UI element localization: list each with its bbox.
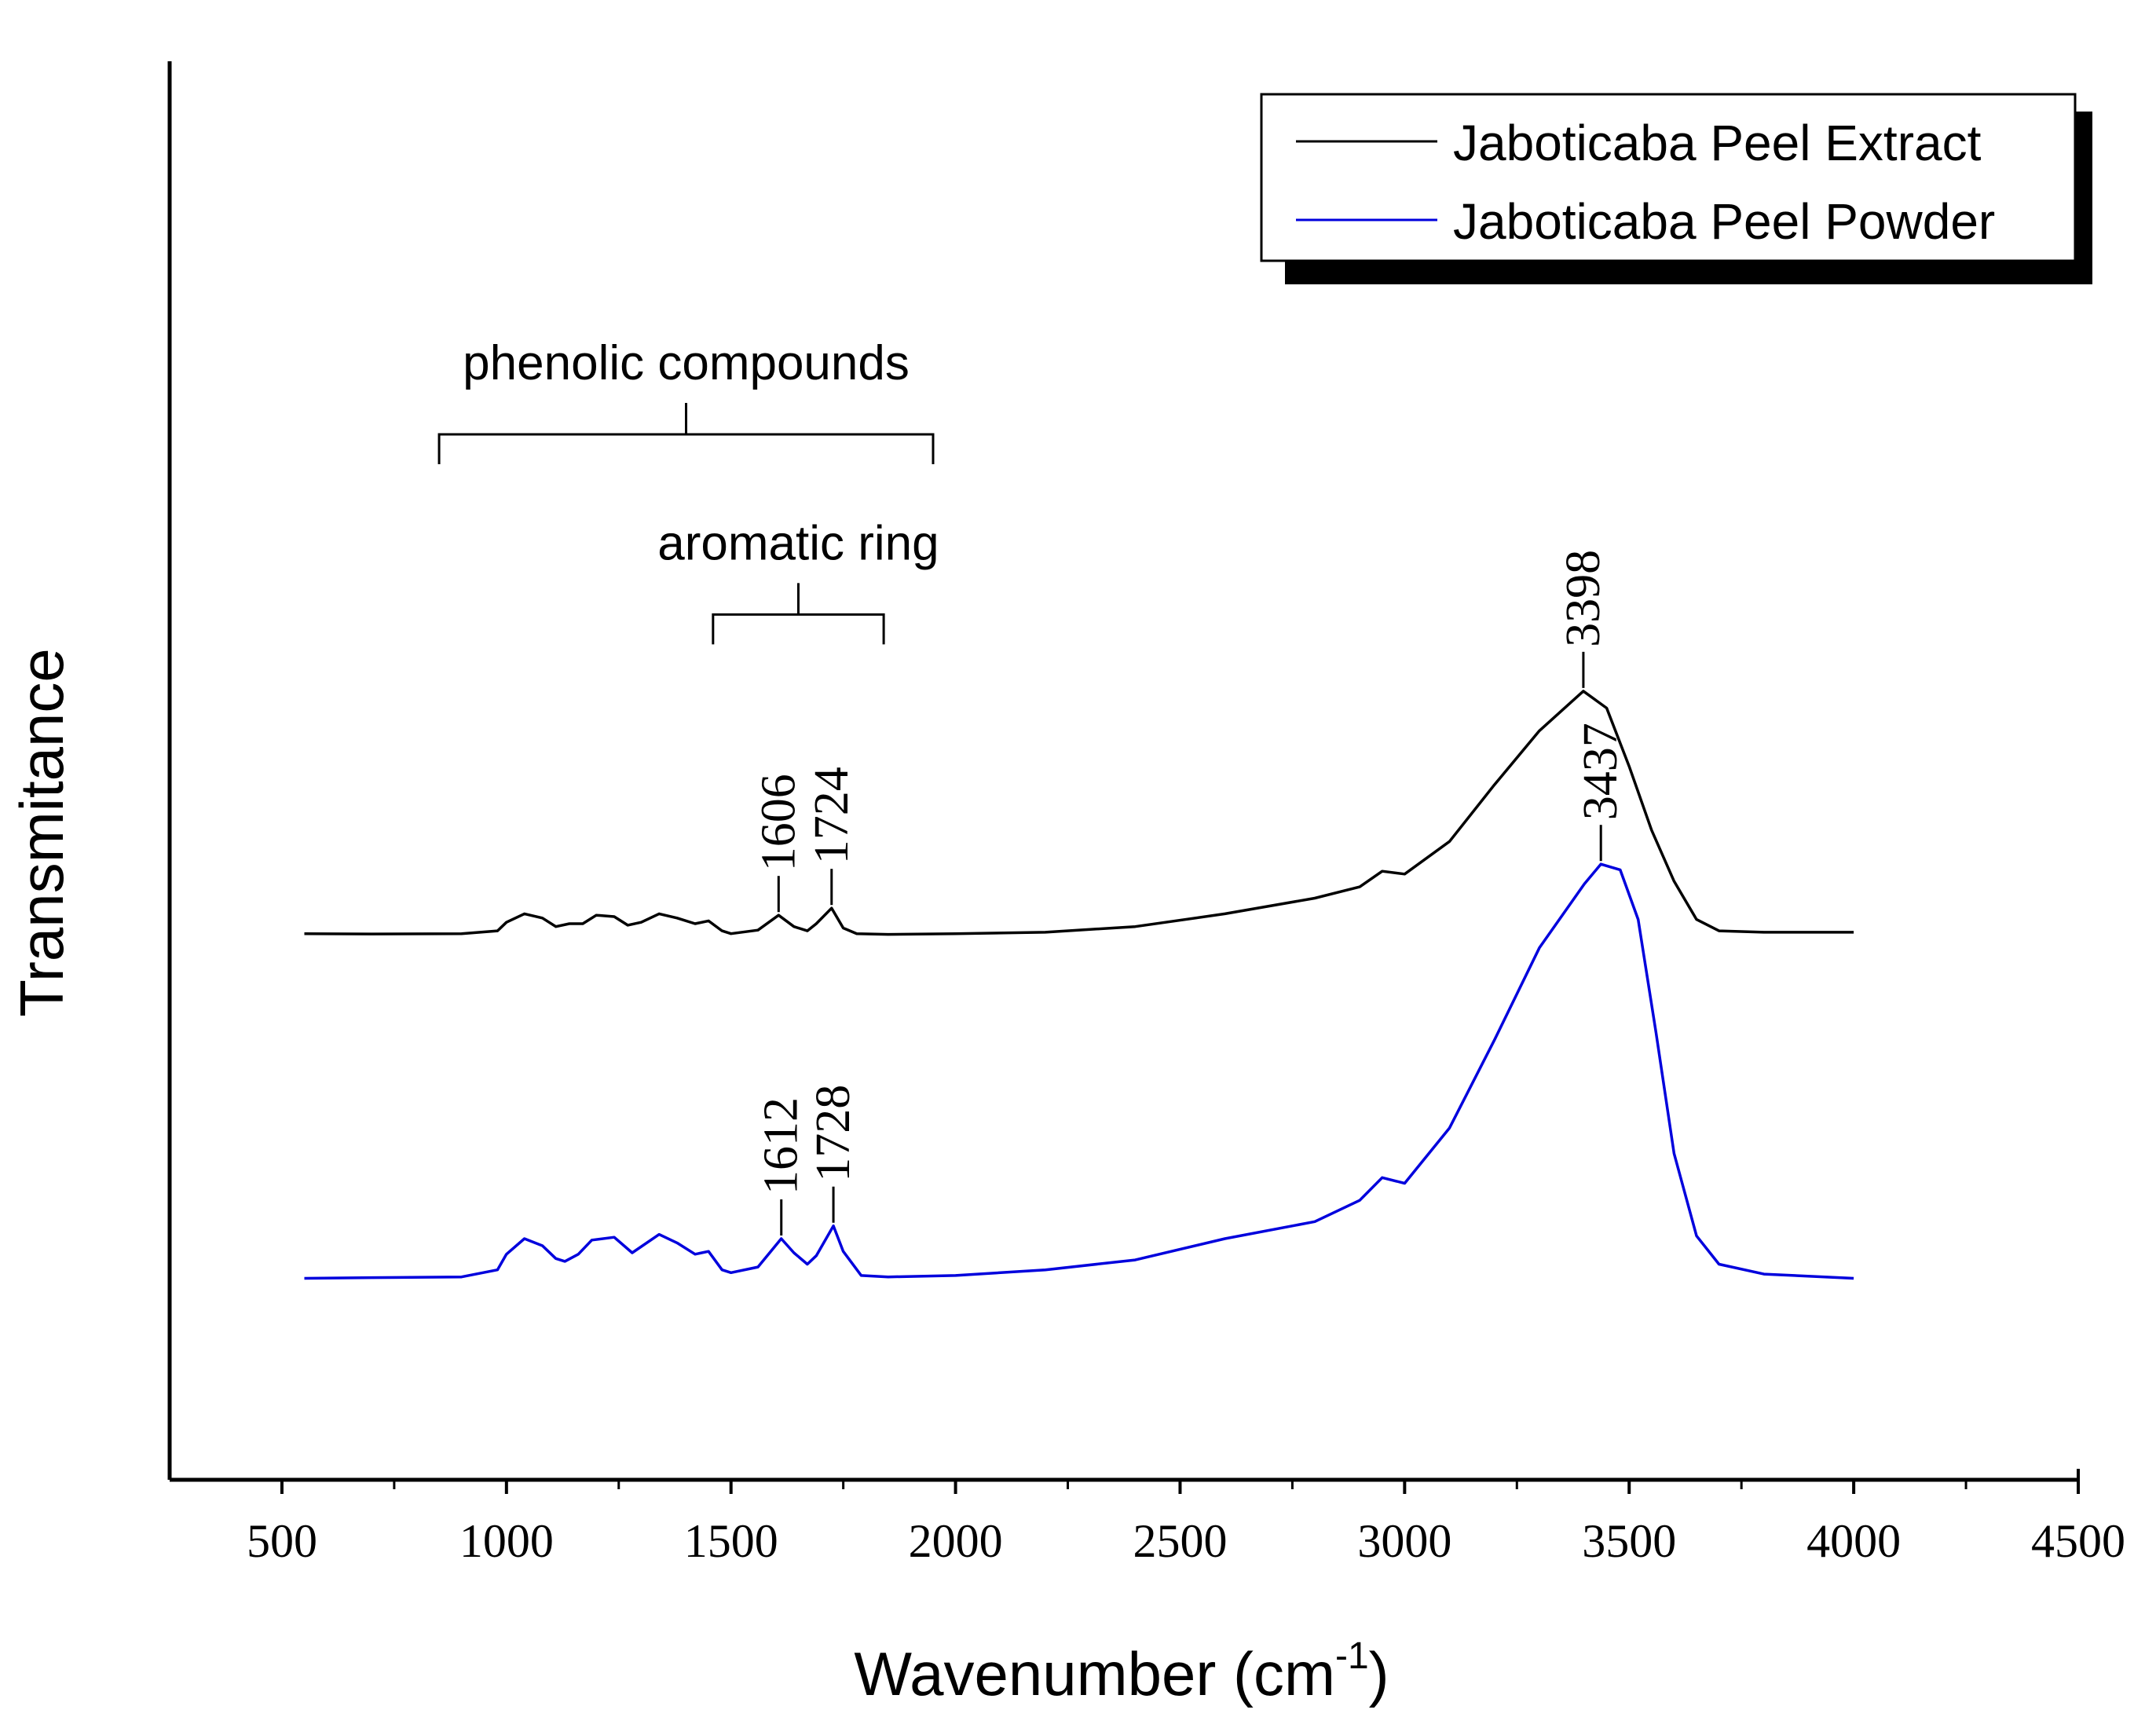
x-tick-label: 3000 [1357, 1515, 1451, 1567]
series-line-powder [304, 862, 1854, 1280]
legend-label-powder: Jaboticaba Peel Powder [1453, 193, 1995, 250]
region-label: aromatic ring [657, 516, 939, 570]
peak-label: 3437 [1574, 723, 1627, 820]
region-annotations: phenolic compounds aromatic ring [437, 336, 939, 645]
peak-label: 1728 [807, 1085, 860, 1182]
x-tick-label: 2000 [909, 1515, 1003, 1567]
legend-box [1260, 93, 2077, 262]
legend-label-extract: Jaboticaba Peel Extract [1453, 115, 1982, 171]
x-tick-label: 3500 [1582, 1515, 1676, 1567]
legend: Jaboticaba Peel Extract Jaboticaba Peel … [1260, 93, 2092, 284]
region-label: phenolic compounds [463, 336, 910, 390]
x-tick-label: 1000 [459, 1515, 554, 1567]
x-tick-label: 4500 [2031, 1515, 2125, 1567]
x-axis-label-close: ) [1369, 1639, 1389, 1708]
peak-label: 1606 [752, 774, 805, 871]
y-axis-label: Transmitance [7, 648, 76, 1017]
x-tick-label: 4000 [1806, 1515, 1901, 1567]
series-line-extract [304, 690, 1854, 936]
x-axis-label-main: Wavenumber (cm [854, 1639, 1335, 1708]
x-tick-label: 1500 [684, 1515, 778, 1567]
series-lines [304, 690, 1854, 1280]
x-axis-label: Wavenumber (cm-1) [854, 1635, 1389, 1708]
peak-label: 1612 [755, 1097, 808, 1195]
x-tick-label: 2500 [1133, 1515, 1227, 1567]
x-tick-label: 500 [247, 1515, 317, 1567]
peak-label: 3398 [1557, 550, 1610, 647]
peak-label: 1724 [805, 767, 858, 864]
x-axis-ticks: 500 1000 1500 2000 2500 3000 3500 4000 4500 [247, 1480, 2125, 1567]
x-axis-label-superscript: -1 [1335, 1635, 1369, 1677]
